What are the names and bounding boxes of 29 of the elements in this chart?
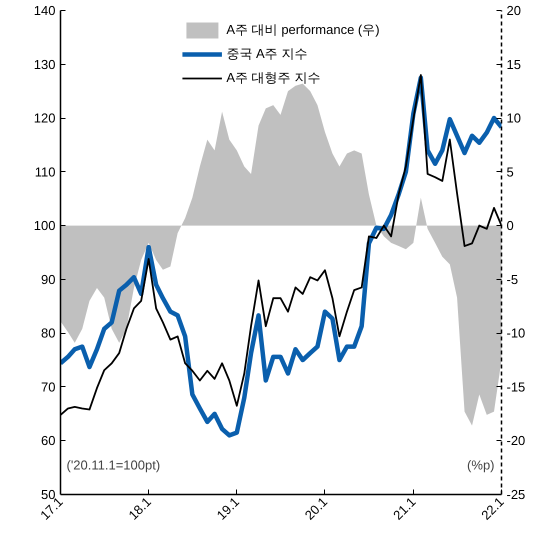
y2-tick-label: 10: [506, 110, 521, 126]
y-tick-label: 100: [34, 218, 56, 234]
legend-label: A주 대형주 지수: [226, 69, 320, 87]
y-tick-label: 90: [41, 272, 56, 287]
y2-tick-label: 15: [506, 56, 521, 72]
y-tick-label: 110: [34, 164, 56, 180]
y-tick-label: 120: [34, 110, 56, 126]
y-tick-label: 130: [34, 56, 56, 72]
x-tick-label: 22.1: [478, 494, 507, 523]
y-tick-label: 70: [41, 379, 56, 394]
x-tick-label: 20.1: [302, 494, 330, 523]
y2-tick-label: -5: [506, 272, 518, 287]
y2-tick-label: -10: [506, 326, 526, 341]
y-tick-label: 80: [41, 326, 56, 341]
x-tick-label: 18.1: [125, 494, 154, 523]
legend-label: 중국 A주 지수: [226, 45, 308, 63]
x-tick-label: 21.1: [390, 494, 419, 523]
legend-label: A주 대비 performance (우): [226, 21, 380, 39]
x-tick-label: 19.1: [214, 494, 242, 523]
y2-tick-label: -25: [506, 487, 526, 502]
y-tick-label: 140: [34, 3, 56, 18]
y2-tick-label: 5: [506, 164, 514, 180]
y2-tick-label: -20: [506, 433, 526, 448]
y-tick-label: 60: [41, 433, 56, 448]
annotation: ('20.11.1=100pt): [66, 458, 160, 472]
y2-tick-label: -15: [506, 379, 526, 394]
y2-tick-label: 0: [506, 218, 514, 234]
y2-tick-label: 20: [506, 3, 521, 18]
annotation: (%p): [467, 458, 495, 472]
